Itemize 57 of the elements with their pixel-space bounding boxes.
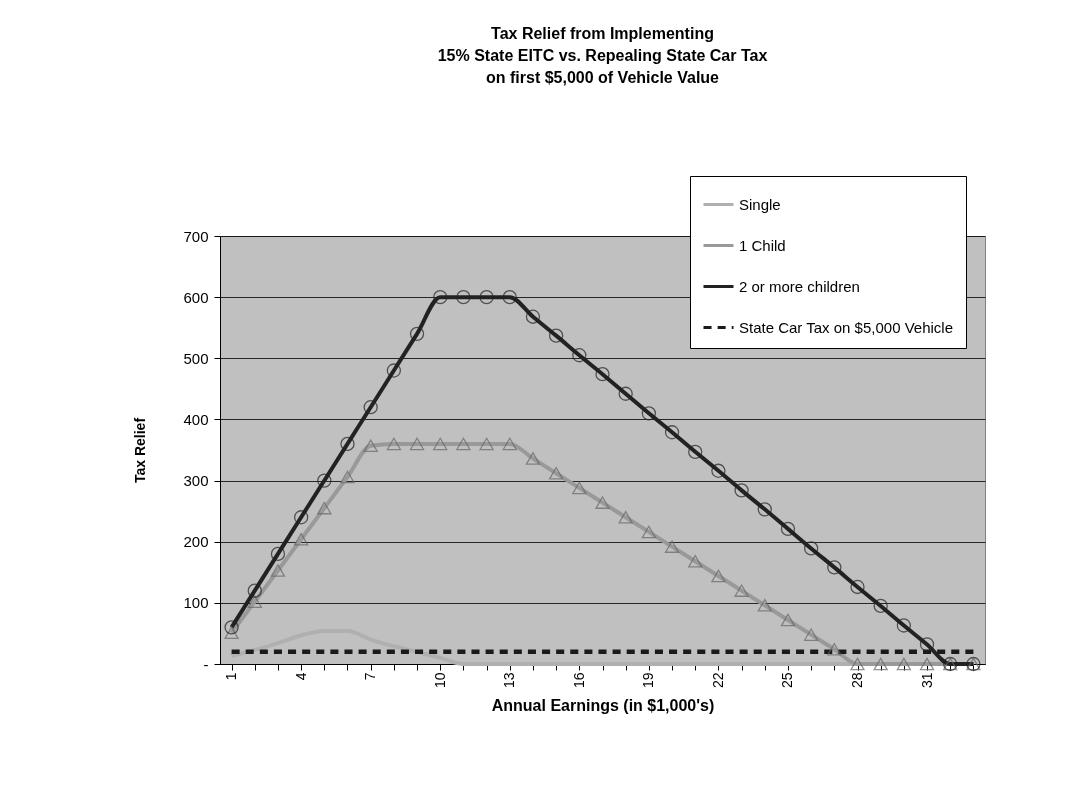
point: [595, 367, 610, 382]
point: [919, 637, 935, 652]
legend-label: 1 Child: [739, 236, 786, 254]
y-tick-label: 500: [183, 349, 209, 367]
point: [548, 328, 564, 343]
point: [827, 560, 842, 575]
point: [479, 289, 494, 305]
x-tick-label: 31: [918, 672, 935, 689]
x-tick-label: 22: [709, 672, 726, 689]
y-tick-label: 100: [183, 594, 209, 612]
point: [896, 618, 912, 633]
x-tick-label: 10: [431, 672, 448, 689]
point: [247, 583, 262, 598]
point: [641, 406, 657, 421]
point: [363, 400, 378, 415]
x-tick-label: 7: [362, 672, 379, 681]
point: [386, 363, 402, 378]
x-tick-label: 4: [292, 672, 309, 681]
x-tick-label: 1: [223, 672, 240, 681]
point: [664, 425, 680, 440]
point: [688, 444, 703, 459]
legend-label: State Car Tax on $5,000 Vehicle: [739, 318, 954, 336]
x-tick-label: 16: [570, 672, 587, 689]
x-axis-title: Annual Earnings (in $1,000's): [491, 697, 715, 715]
point: [873, 598, 888, 614]
point: [618, 386, 633, 401]
y-tick-label: 700: [183, 227, 209, 245]
x-tick-label: 25: [779, 672, 796, 689]
point: [502, 289, 517, 305]
point: [270, 546, 286, 562]
point: [572, 348, 587, 363]
point: [757, 502, 772, 517]
point: [803, 541, 819, 556]
x-tick-label: 19: [640, 672, 657, 689]
y-tick-label: 200: [183, 533, 209, 551]
point: [456, 289, 471, 305]
y-tick-label: -: [203, 655, 209, 673]
point: [711, 463, 726, 478]
legend-label: Single: [739, 195, 781, 213]
y-tick-label: 300: [183, 472, 209, 490]
point: [734, 483, 749, 498]
point: [340, 436, 355, 452]
x-tick-label: 28: [849, 672, 865, 689]
point: [293, 510, 309, 525]
x-tick-label: 13: [501, 672, 518, 689]
point: [780, 521, 796, 537]
legend-label: 2 or more children: [739, 277, 860, 295]
y-tick-label: 600: [183, 288, 209, 306]
y-tick-label: 400: [183, 410, 209, 428]
point: [433, 289, 448, 305]
point: [850, 579, 865, 595]
y-axis-title: Tax Relief: [132, 417, 149, 484]
point: [317, 473, 332, 488]
point: [224, 620, 239, 635]
point: [409, 326, 425, 341]
point: [525, 309, 541, 324]
chart-title: Tax Relief from Implementing 15% State EITC vs. Repealing State Car Tax on first $5,000 of Vehicle Value: [437, 24, 768, 86]
